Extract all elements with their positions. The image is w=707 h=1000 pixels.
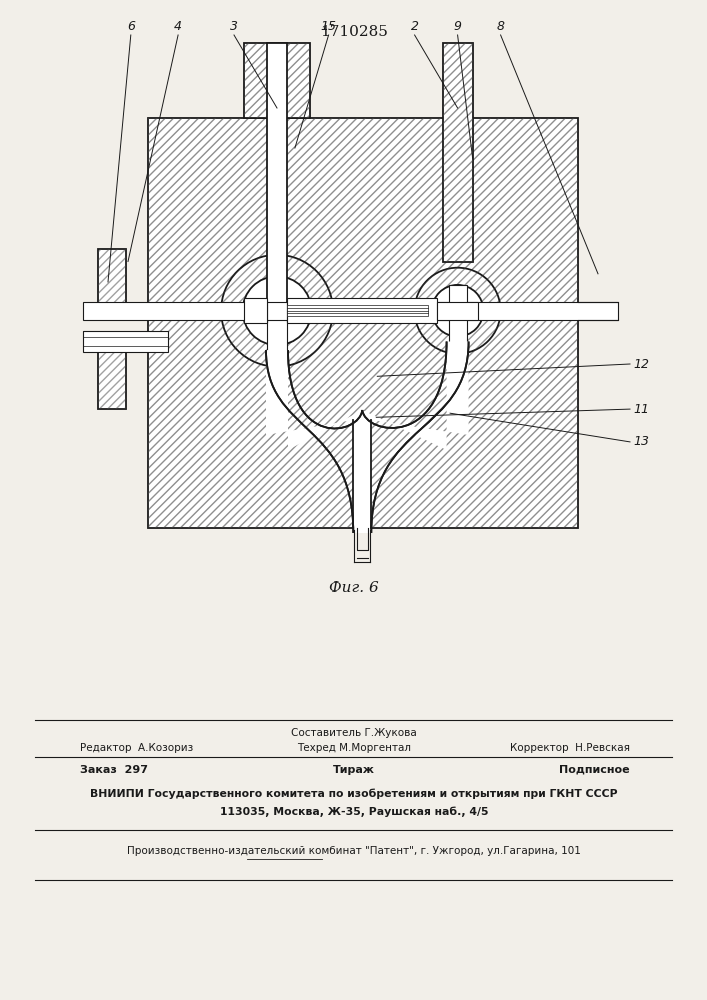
Bar [244,43,310,118]
Text: 11: 11 [633,403,649,416]
Bar [267,311,287,372]
Bar [83,302,618,320]
Bar [98,249,126,315]
Text: 12: 12 [633,358,649,370]
Bar [443,43,472,261]
Bar [244,43,310,118]
Circle shape [414,268,501,354]
Bar [245,298,267,323]
Bar [98,344,126,409]
Circle shape [243,276,311,345]
Text: Корректор  Н.Ревская: Корректор Н.Ревская [510,743,630,753]
Bar [287,305,428,316]
PathPatch shape [266,342,469,533]
Text: Составитель Г.Жукова: Составитель Г.Жукова [291,728,417,738]
Text: Фиг. 6: Фиг. 6 [329,581,379,595]
Bar [437,302,478,320]
Text: Заказ  297: Заказ 297 [80,765,148,775]
Text: 6: 6 [127,20,135,33]
Text: Производственно-издательский комбинат "Патент", г. Ужгород, ул.Гагарина, 101: Производственно-издательский комбинат "П… [127,846,581,856]
Bar [148,118,578,528]
Text: Подписное: Подписное [559,765,630,775]
Bar [98,344,126,409]
Text: 4: 4 [174,20,182,33]
Text: 3: 3 [230,20,238,33]
Text: ВНИИПИ Государственного комитета по изобретениям и открытиям при ГКНТ СССР: ВНИИПИ Государственного комитета по изоб… [90,789,618,799]
Text: 113035, Москва, Ж-35, Раушская наб., 4/5: 113035, Москва, Ж-35, Раушская наб., 4/5 [220,807,489,817]
Circle shape [221,255,333,367]
Bar [148,118,578,528]
Text: Редактор  А.Козориз: Редактор А.Козориз [80,743,193,753]
Text: Техред М.Моргентал: Техред М.Моргентал [297,743,411,753]
Text: Тираж: Тираж [333,765,375,775]
Text: 2: 2 [411,20,419,33]
Bar [449,285,467,384]
Text: 9: 9 [454,20,462,33]
Text: 15: 15 [320,20,337,33]
Bar [287,300,297,322]
Bar [443,43,472,261]
Text: 8: 8 [496,20,505,33]
Bar [287,298,437,323]
Bar [98,249,126,315]
Circle shape [432,285,484,336]
Bar [83,331,168,352]
Text: 1710285: 1710285 [320,25,388,39]
Text: 13: 13 [633,435,649,448]
Bar [257,300,267,322]
Bar [267,43,287,311]
